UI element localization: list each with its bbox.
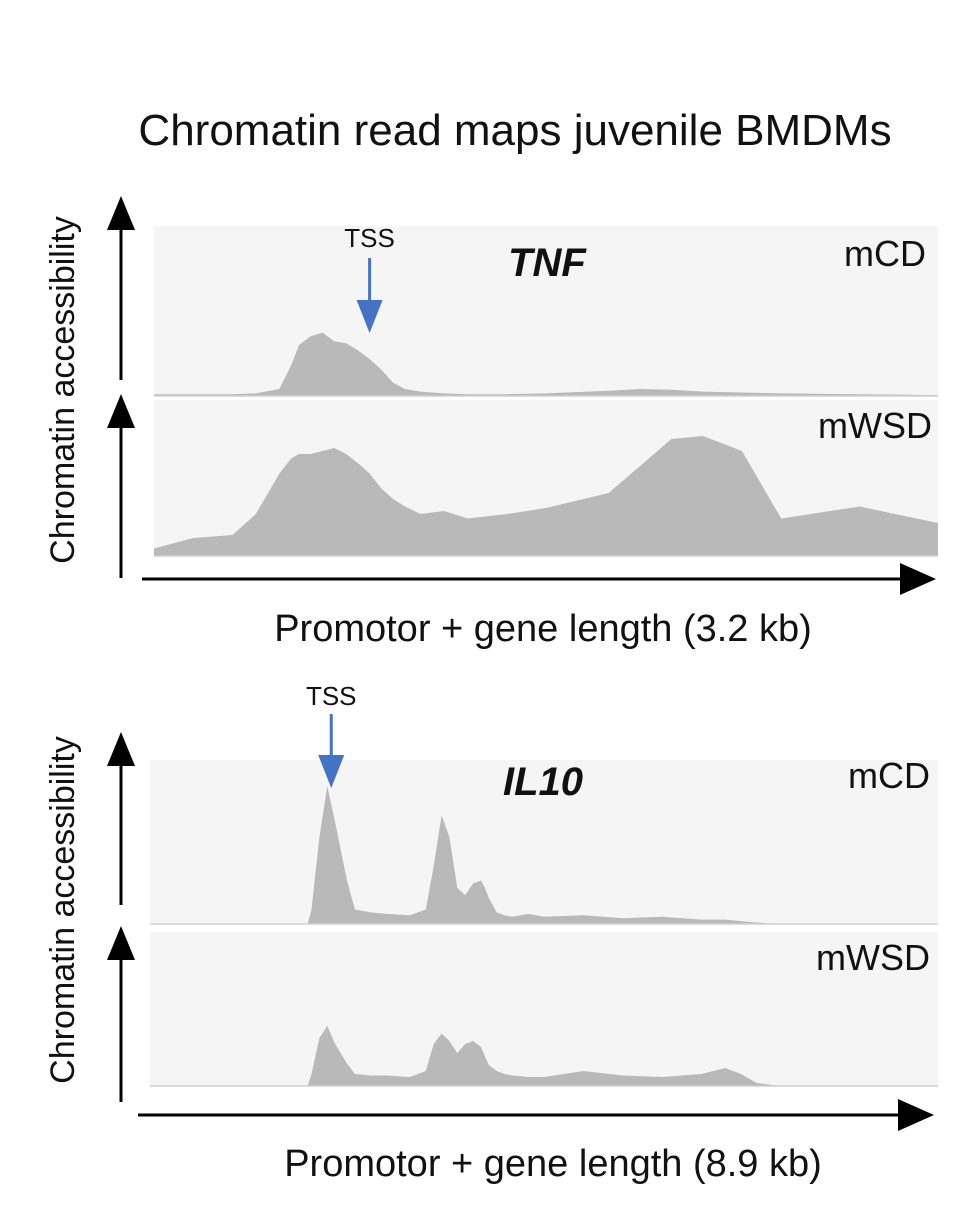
x-axis-label-tnf: Promotor + gene length (3.2 kb) xyxy=(274,608,812,650)
series-label-il10-mwsd: mWSD xyxy=(816,937,930,978)
series-label-il10-mcd: mCD xyxy=(848,755,930,796)
x-arrow-tnf xyxy=(142,563,936,595)
track-tnf-mwsd xyxy=(154,436,938,556)
track-bg-tnf-mcd xyxy=(154,226,938,396)
tss-label-tnf: TSS xyxy=(344,223,395,253)
tss-label-il10: TSS xyxy=(306,681,357,711)
y-arrow-tnf-lower xyxy=(107,394,135,578)
y-arrow-il10-lower xyxy=(107,926,135,1102)
tss-arrow-tnf xyxy=(356,258,383,333)
track-il10-mwsd xyxy=(150,1026,938,1086)
panel-il10: Chromatin accessibility Promotor + gene … xyxy=(44,681,938,1185)
gene-label-il10: IL10 xyxy=(503,760,583,804)
track-tnf-mcd xyxy=(154,332,938,396)
track-bg-il10-mwsd xyxy=(150,932,938,1086)
gene-label-tnf: TNF xyxy=(508,241,587,285)
track-il10-mcd xyxy=(150,786,938,924)
x-axis-label-il10: Promotor + gene length (8.9 kb) xyxy=(284,1143,822,1185)
y-axis-label-il10: Chromatin accessibility xyxy=(44,736,82,1084)
panel-tnf: Chromatin accessibility Promotor + gene … xyxy=(44,196,938,650)
tss-arrow-il10 xyxy=(318,714,345,788)
y-axis-label-tnf: Chromatin accessibility xyxy=(44,216,82,564)
y-arrow-il10-upper xyxy=(107,732,135,905)
y-arrow-tnf-upper xyxy=(107,196,135,380)
figure-title: Chromatin read maps juvenile BMDMs xyxy=(138,106,891,155)
x-arrow-il10 xyxy=(138,1099,934,1131)
series-label-tnf-mwsd: mWSD xyxy=(818,405,932,446)
track-bg-il10-mcd xyxy=(150,760,938,924)
series-label-tnf-mcd: mCD xyxy=(844,233,926,274)
